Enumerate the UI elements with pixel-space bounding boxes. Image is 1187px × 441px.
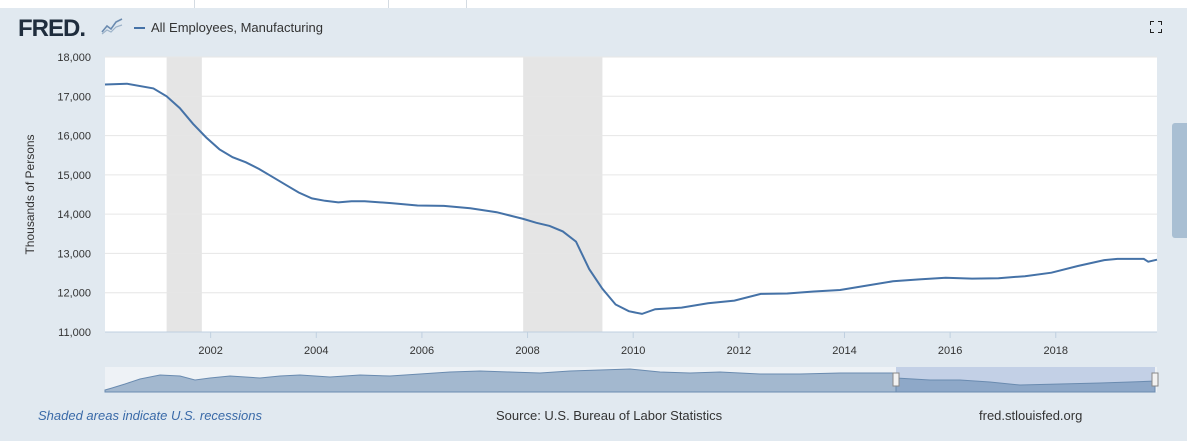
y-tick-label: 14,000 (57, 209, 91, 221)
x-tick-label: 2014 (832, 345, 856, 357)
x-tick-label: 2008 (515, 345, 539, 357)
fred-logo[interactable]: FRED. (18, 15, 86, 43)
x-tick-label: 2018 (1044, 345, 1068, 357)
y-tick-label: 13,000 (57, 248, 91, 260)
fred-logo-text: FRED (18, 15, 80, 42)
logo-dot: . (79, 15, 86, 42)
legend-swatch (134, 26, 145, 29)
line-chart-icon (101, 18, 123, 35)
navigator[interactable] (104, 367, 1159, 393)
navigator-selected-area (895, 377, 1156, 393)
x-tick-label: 2010 (621, 345, 645, 357)
top-strip (0, 0, 1187, 8)
recession-note: Shaded areas indicate U.S. recessions (38, 408, 263, 423)
series-line (104, 82, 1158, 315)
top-strip-divider (388, 0, 389, 8)
legend-label: All Employees, Manufacturing (151, 20, 323, 35)
y-tick-label: 18,000 (57, 52, 91, 64)
navigator-left-handle[interactable] (892, 372, 900, 387)
y-tick-label: 17,000 (57, 91, 91, 103)
x-tick-label: 2016 (938, 345, 962, 357)
plot-background (105, 57, 1157, 332)
recession-band (523, 57, 603, 332)
x-tick-label: 2004 (304, 345, 328, 357)
navigator-history-area (104, 368, 897, 393)
top-strip-divider (466, 0, 467, 8)
y-tick-label: 11,000 (58, 327, 91, 339)
chart-legend[interactable]: All Employees, Manufacturing (134, 20, 323, 35)
top-strip-divider (194, 0, 195, 8)
x-tick-label: 2012 (727, 345, 751, 357)
y-tick-label: 16,000 (57, 131, 91, 143)
navigator-right-handle[interactable] (1151, 372, 1159, 387)
recession-band (166, 57, 202, 332)
source-note: Source: U.S. Bureau of Labor Statistics (496, 408, 723, 423)
side-panel-tab[interactable] (1172, 123, 1187, 238)
y-axis-label: Thousands of Persons (23, 134, 37, 254)
y-tick-label: 12,000 (57, 288, 91, 300)
x-tick-label: 2002 (198, 345, 222, 357)
site-link[interactable]: fred.stlouisfed.org (979, 408, 1083, 423)
y-tick-label: 15,000 (57, 170, 91, 182)
x-tick-label: 2006 (410, 345, 434, 357)
